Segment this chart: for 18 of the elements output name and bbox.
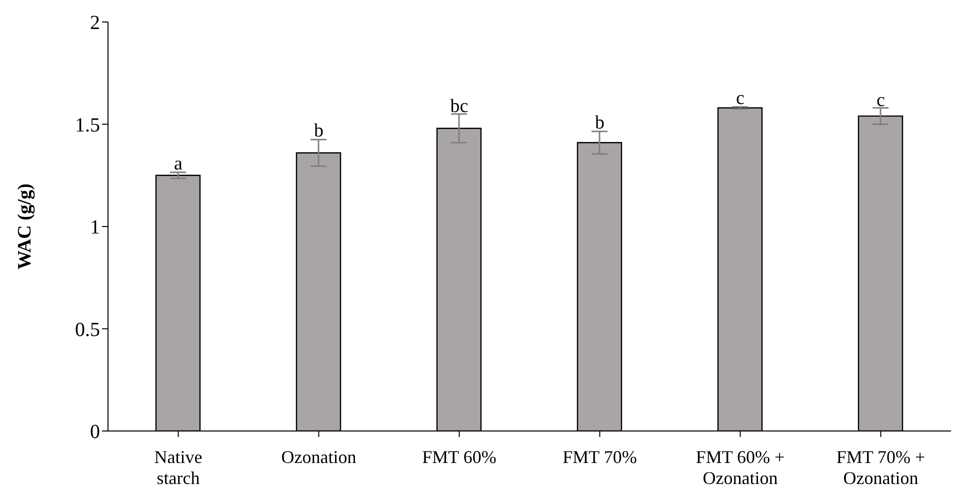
y-axis-title: WAC (g/g) xyxy=(14,183,36,270)
annotation: c xyxy=(736,88,744,109)
annotation: a xyxy=(174,153,184,174)
annotation: b xyxy=(314,120,324,142)
y-tick-label: 0 xyxy=(90,421,100,444)
y-tick-label: 2 xyxy=(90,12,100,34)
annotation: b xyxy=(595,112,604,134)
x-tick-label: Native starch xyxy=(154,447,202,488)
y-tick-label: 0.5 xyxy=(75,318,100,341)
x-tick-label: FMT 60% + Ozonation xyxy=(696,447,785,488)
annotation: c xyxy=(876,90,885,111)
x-tick-label: FMT 60% xyxy=(422,447,496,468)
y-tick-label: 1 xyxy=(90,216,100,239)
x-tick-label: Ozonation xyxy=(281,447,356,468)
x-tick-label: FMT 70% + Ozonation xyxy=(836,447,926,488)
x-tick-label: FMT 70% xyxy=(562,447,637,468)
y-tick-label: 1.5 xyxy=(75,114,100,136)
annotation: bc xyxy=(450,96,468,118)
